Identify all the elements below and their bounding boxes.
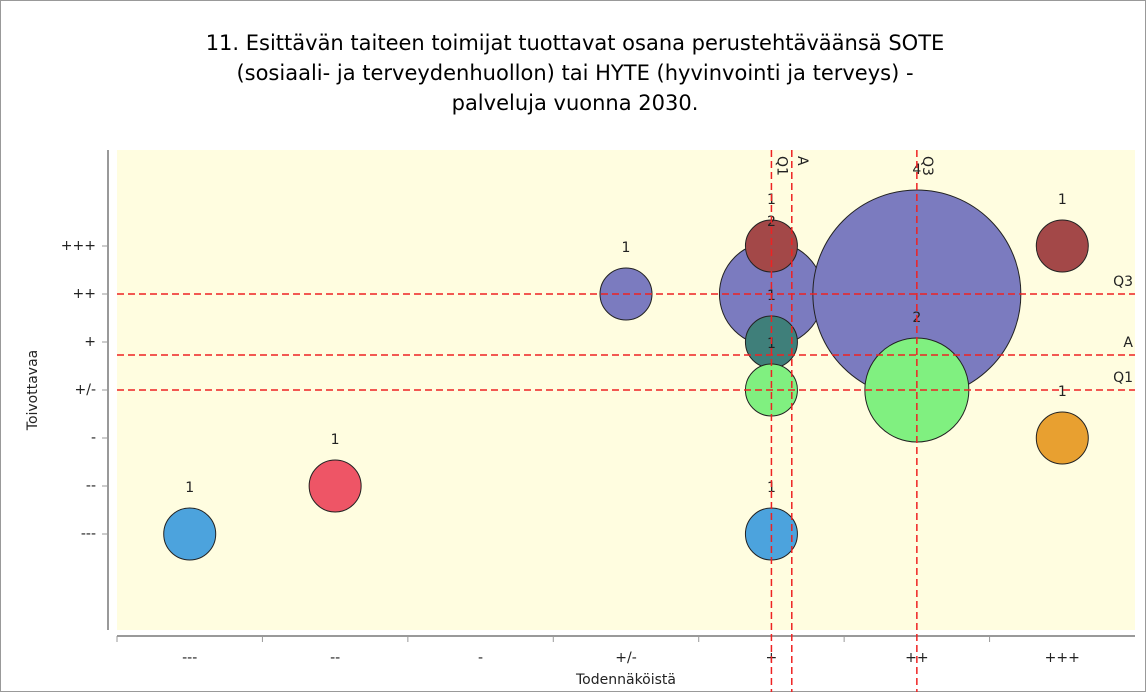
x-tick-label: -- xyxy=(330,650,340,666)
reference-label: Q3 xyxy=(1113,274,1133,290)
y-tick-label: -- xyxy=(86,478,96,494)
chart-title: (sosiaali- ja terveydenhuollon) tai HYTE… xyxy=(236,61,913,85)
x-tick-label: +++ xyxy=(1045,650,1080,666)
y-tick-label: ++ xyxy=(73,286,96,302)
x-tick-label: +/- xyxy=(615,650,637,666)
y-tick-label: +/- xyxy=(75,382,97,398)
bubble xyxy=(1035,411,1089,465)
y-tick-label: + xyxy=(84,334,96,350)
reference-label: Q1 xyxy=(773,156,789,176)
x-tick-label: - xyxy=(478,650,483,666)
y-axis-label: Toivottavaa xyxy=(25,350,41,431)
chart-title: palveluja vuonna 2030. xyxy=(452,91,699,115)
bubble xyxy=(163,507,217,561)
bubble xyxy=(308,459,362,513)
data-label: 1 xyxy=(622,240,631,256)
reference-label: Q1 xyxy=(1113,370,1133,386)
bubble xyxy=(1035,219,1089,273)
y-tick-label: +++ xyxy=(61,238,96,254)
x-axis-label: Todennäköistä xyxy=(575,672,676,688)
reference-label: A xyxy=(1123,335,1133,351)
data-label: 1 xyxy=(331,432,340,448)
data-label: 1 xyxy=(1058,384,1067,400)
chart-title: 11. Esittävän taiteen toimijat tuottavat… xyxy=(206,31,945,55)
data-label: 1 xyxy=(185,480,194,496)
data-label: 1 xyxy=(1058,192,1067,208)
data-label: 1 xyxy=(767,480,776,496)
reference-label: A xyxy=(794,156,810,166)
data-label: 4 xyxy=(912,162,921,178)
reference-label: Q3 xyxy=(919,156,935,176)
y-tick-label: - xyxy=(91,430,96,446)
x-tick-label: --- xyxy=(182,650,197,666)
y-tick-label: --- xyxy=(81,526,96,542)
